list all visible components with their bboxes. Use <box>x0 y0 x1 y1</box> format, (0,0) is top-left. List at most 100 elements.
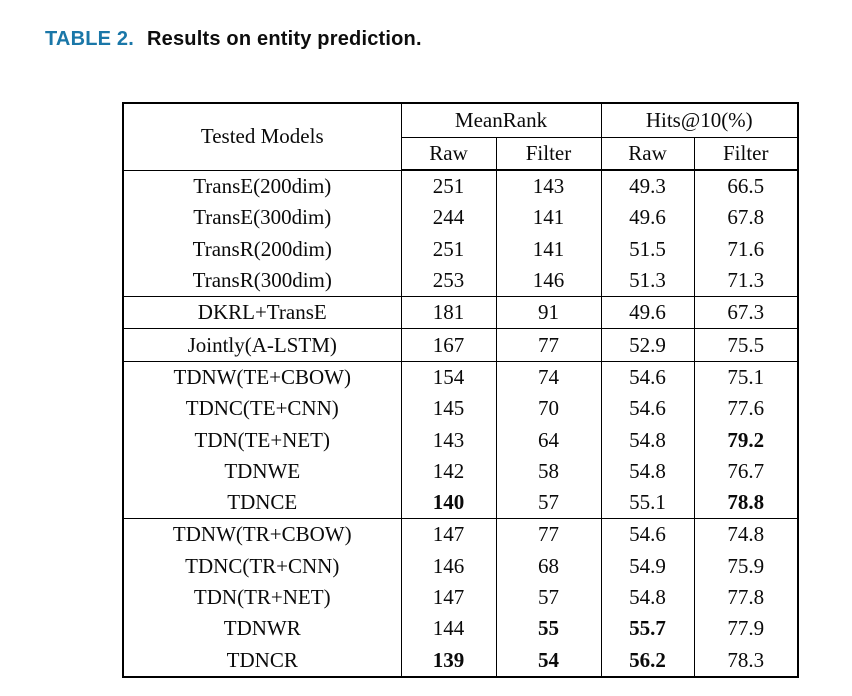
value-cell: 78.8 <box>693 486 799 519</box>
header-hits-raw: Raw <box>600 137 695 171</box>
table-row: TDNCE 140 57 55.1 78.8 <box>122 486 799 519</box>
value-cell: 57 <box>495 581 602 614</box>
value-cell: 145 <box>400 393 497 425</box>
value-cell: 51.5 <box>600 233 695 265</box>
value-cell: 54.8 <box>600 455 695 487</box>
table-row: TDN(TE+NET) 143 64 54.8 79.2 <box>122 424 799 456</box>
model-cell: TDNW(TE+CBOW) <box>122 360 402 394</box>
value-cell: 55 <box>495 613 602 645</box>
value-cell: 57 <box>495 486 602 519</box>
value-cell: 74.8 <box>693 518 799 551</box>
value-cell: 54.6 <box>600 393 695 425</box>
value-cell: 71.6 <box>693 233 799 265</box>
value-cell: 147 <box>400 581 497 614</box>
table-caption: TABLE 2. Results on entity prediction. <box>45 28 422 51</box>
value-cell: 75.1 <box>693 360 799 394</box>
value-cell: 147 <box>400 518 497 551</box>
value-cell: 54.9 <box>600 550 695 582</box>
value-cell: 167 <box>400 328 497 362</box>
value-cell: 68 <box>495 550 602 582</box>
value-cell: 143 <box>495 170 602 203</box>
table-row: TDNW(TE+CBOW) 154 74 54.6 75.1 <box>122 360 799 394</box>
value-cell: 71.3 <box>693 264 799 297</box>
value-cell: 76.7 <box>693 455 799 487</box>
value-cell: 181 <box>400 296 497 329</box>
value-cell: 143 <box>400 424 497 456</box>
model-cell: TDNC(TE+CNN) <box>122 393 402 425</box>
table-row: TransE(200dim) 251 143 49.3 66.5 <box>122 170 799 203</box>
model-cell: TDNWR <box>122 613 402 645</box>
model-cell: Jointly(A-LSTM) <box>122 328 402 362</box>
value-cell: 77 <box>495 518 602 551</box>
value-cell: 253 <box>400 264 497 297</box>
value-cell: 139 <box>400 644 497 677</box>
value-cell: 66.5 <box>693 170 799 203</box>
table-row: TDNCR 139 54 56.2 78.3 <box>122 644 799 677</box>
value-cell: 54.6 <box>600 518 695 551</box>
value-cell: 70 <box>495 393 602 425</box>
table-row: TDNC(TR+CNN) 146 68 54.9 75.9 <box>122 550 799 582</box>
table-row: TransR(200dim) 251 141 51.5 71.6 <box>122 233 799 265</box>
model-cell: TDNWE <box>122 455 402 487</box>
table-header: Tested Models MeanRank Hits@10(%) Raw Fi… <box>122 103 799 171</box>
value-cell: 79.2 <box>693 424 799 456</box>
value-cell: 251 <box>400 170 497 203</box>
header-meanrank-filter: Filter <box>495 137 602 171</box>
table-row: TDNC(TE+CNN) 145 70 54.6 77.6 <box>122 393 799 425</box>
table-row: TDNWE 142 58 54.8 76.7 <box>122 455 799 487</box>
model-cell: TDNC(TR+CNN) <box>122 550 402 582</box>
model-cell: TransE(300dim) <box>122 202 402 234</box>
header-tested-models: Tested Models <box>122 103 402 171</box>
table-row: TDN(TR+NET) 147 57 54.8 77.8 <box>122 581 799 614</box>
value-cell: 51.3 <box>600 264 695 297</box>
table-row: TransE(300dim) 244 141 49.6 67.8 <box>122 202 799 234</box>
value-cell: 54.6 <box>600 360 695 394</box>
value-cell: 54 <box>495 644 602 677</box>
value-cell: 154 <box>400 360 497 394</box>
value-cell: 144 <box>400 613 497 645</box>
value-cell: 49.6 <box>600 296 695 329</box>
value-cell: 146 <box>495 264 602 297</box>
model-cell: TransE(200dim) <box>122 170 402 203</box>
value-cell: 64 <box>495 424 602 456</box>
table-caption-text: Results on entity prediction. <box>147 28 422 50</box>
table-row: TransR(300dim) 253 146 51.3 71.3 <box>122 264 799 297</box>
model-cell: TransR(300dim) <box>122 264 402 297</box>
table-row: Jointly(A-LSTM) 167 77 52.9 75.5 <box>122 328 799 362</box>
model-cell: TDNW(TR+CBOW) <box>122 518 402 551</box>
table-row: DKRL+TransE 181 91 49.6 67.3 <box>122 296 799 329</box>
value-cell: 56.2 <box>600 644 695 677</box>
value-cell: 49.6 <box>600 202 695 234</box>
value-cell: 77.9 <box>693 613 799 645</box>
model-cell: DKRL+TransE <box>122 296 402 329</box>
value-cell: 251 <box>400 233 497 265</box>
results-table: Tested Models MeanRank Hits@10(%) Raw Fi… <box>122 102 800 678</box>
value-cell: 67.3 <box>693 296 799 329</box>
value-cell: 54.8 <box>600 424 695 456</box>
value-cell: 78.3 <box>693 644 799 677</box>
value-cell: 55.7 <box>600 613 695 645</box>
value-cell: 141 <box>495 202 602 234</box>
value-cell: 74 <box>495 360 602 394</box>
header-meanrank-raw: Raw <box>400 137 497 171</box>
value-cell: 77 <box>495 328 602 362</box>
header-hits-at-10: Hits@10(%) <box>600 103 799 138</box>
header-mean-rank: MeanRank <box>400 103 602 138</box>
value-cell: 58 <box>495 455 602 487</box>
table-row: TDNWR 144 55 55.7 77.9 <box>122 613 799 645</box>
model-cell: TDNCR <box>122 644 402 677</box>
table-body: TransE(200dim) 251 143 49.3 66.5 TransE(300di… <box>122 170 799 677</box>
value-cell: 77.8 <box>693 581 799 614</box>
value-cell: 91 <box>495 296 602 329</box>
value-cell: 146 <box>400 550 497 582</box>
value-cell: 75.5 <box>693 328 799 362</box>
model-cell: TDN(TE+NET) <box>122 424 402 456</box>
model-cell: TransR(200dim) <box>122 233 402 265</box>
table-caption-label: TABLE 2. <box>45 28 135 50</box>
table-row: TDNW(TR+CBOW) 147 77 54.6 74.8 <box>122 518 799 551</box>
value-cell: 77.6 <box>693 393 799 425</box>
value-cell: 55.1 <box>600 486 695 519</box>
value-cell: 141 <box>495 233 602 265</box>
value-cell: 52.9 <box>600 328 695 362</box>
value-cell: 75.9 <box>693 550 799 582</box>
